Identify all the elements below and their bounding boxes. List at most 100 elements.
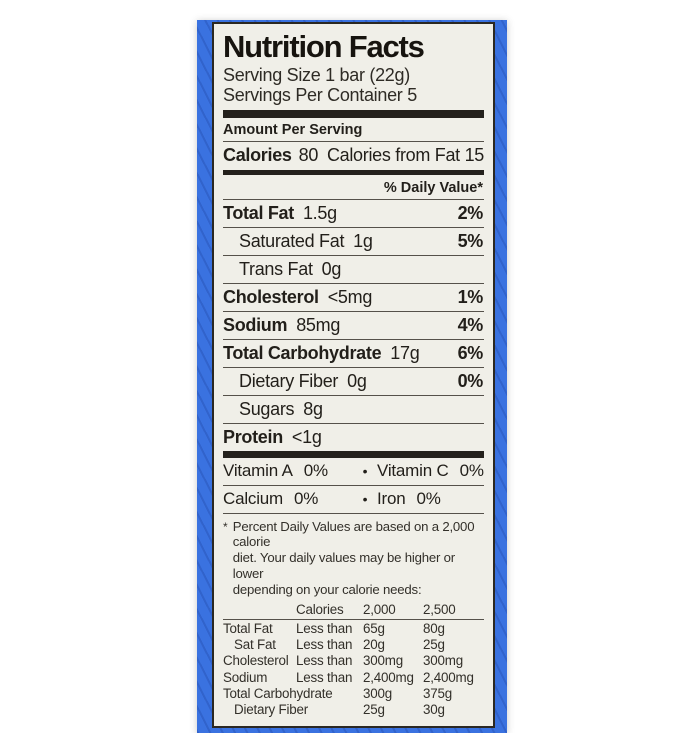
dv-row-name: Dietary Fiber — [234, 702, 309, 718]
dv-row-value-2000: 300g — [363, 686, 392, 702]
nutrient-amount: 1g — [353, 230, 373, 251]
nutrient-daily-value: 4% — [457, 314, 484, 335]
package-blue-edge: Nutrition Facts Serving Size 1 bar (22g)… — [197, 20, 507, 733]
dv-table-row-sodium: Sodium Less than 2,400mg 2,400mg — [223, 670, 484, 686]
dv-table-row-total-carbohydrate: Total Carbohydrate 300g 375g — [223, 686, 484, 702]
vitamin-value: 0% — [459, 460, 484, 480]
dv-row-value-2500: 25g — [423, 637, 445, 653]
nutrient-row-sodium: Sodium 85mg 4% — [223, 312, 484, 340]
calories-row: Calories 80 Calories from Fat 15 — [223, 142, 484, 170]
footnote-line: diet. Your daily values may be higher or… — [232, 550, 455, 581]
vitamin-left-pair: Vitamin A 0% — [223, 461, 353, 481]
dv-header-2000: 2,000 — [363, 601, 396, 617]
vitamin-name: Vitamin C — [377, 460, 449, 480]
nutrient-daily-value: 2% — [457, 202, 484, 223]
dv-table-header: Calories 2,000 2,500 — [223, 602, 484, 620]
dv-row-condition: Less than — [296, 620, 353, 636]
nutrient-name: Sugars — [239, 398, 295, 419]
nutrient-row-cholesterol: Cholesterol <5mg 1% — [223, 284, 484, 312]
dv-row-value-2000: 20g — [363, 637, 385, 653]
calories-label: Calories — [223, 144, 292, 165]
dv-row-name: Total Fat — [223, 620, 273, 636]
nutrient-amount: 0g — [321, 258, 342, 279]
bullet-separator: • — [362, 490, 368, 507]
vitamin-value: 0% — [294, 488, 319, 508]
nutrient-row-dietary-fiber: Dietary Fiber 0g 0% — [223, 368, 484, 396]
dv-row-condition: Less than — [296, 637, 353, 653]
footnote-line: depending on your calorie needs: — [232, 581, 422, 597]
vitamin-right-pair: Iron 0% — [377, 489, 441, 509]
nutrient-name: Dietary Fiber — [239, 370, 339, 391]
nutrient-amount: 8g — [303, 398, 323, 419]
nutrient-name: Trans Fat — [239, 258, 313, 279]
nutrient-amount: 85mg — [296, 314, 341, 335]
nutrient-row-protein: Protein <1g — [223, 424, 484, 451]
vitamin-right-pair: Vitamin C 0% — [377, 461, 484, 481]
label-title: Nutrition Facts — [223, 29, 425, 64]
nutrient-row-sugars: Sugars 8g — [223, 396, 484, 424]
dv-row-value-2500: 30g — [423, 702, 445, 718]
vitamin-left-pair: Calcium 0% — [223, 489, 353, 509]
dv-header-2500: 2,500 — [423, 601, 456, 617]
dv-row-value-2000: 65g — [363, 620, 385, 636]
nutrient-name: Protein — [223, 426, 283, 447]
dv-row-value-2000: 25g — [363, 702, 385, 718]
servings-per-container: Servings Per Container 5 — [223, 85, 417, 106]
dv-row-condition: Less than — [296, 653, 353, 669]
dv-row-value-2500: 2,400mg — [423, 669, 474, 685]
dv-header-calories: Calories — [296, 601, 344, 617]
serving-size: Serving Size 1 bar (22g) — [223, 65, 410, 86]
dv-table-row-total-fat: Total Fat Less than 65g 80g — [223, 621, 484, 637]
vitamin-row-a-c: Vitamin A 0% • Vitamin C 0% — [223, 458, 484, 486]
dv-row-value-2500: 375g — [423, 686, 452, 702]
dv-row-value-2500: 300mg — [423, 653, 463, 669]
footnote-asterisk: * — [223, 519, 228, 534]
vitamin-name: Calcium — [223, 488, 284, 508]
dv-row-value-2000: 2,400mg — [363, 669, 414, 685]
daily-values-reference-table: Calories 2,000 2,500 Total Fat Less than… — [223, 602, 484, 719]
nutrient-daily-value: 6% — [457, 342, 484, 363]
dv-row-value-2500: 80g — [423, 620, 445, 636]
vitamin-name: Iron — [377, 488, 406, 508]
nutrient-row-trans-fat: Trans Fat 0g — [223, 256, 484, 284]
dv-row-name: Cholesterol — [223, 653, 289, 669]
nutrient-daily-value: 1% — [457, 286, 484, 307]
nutrient-name: Total Carbohydrate — [223, 342, 382, 363]
nutrient-amount: <1g — [291, 426, 322, 447]
nutrient-amount: <5mg — [327, 286, 373, 307]
nutrition-facts-label: Nutrition Facts Serving Size 1 bar (22g)… — [212, 22, 495, 728]
dv-row-name: Sat Fat — [234, 637, 276, 653]
nutrient-row-saturated-fat: Saturated Fat 1g 5% — [223, 228, 484, 256]
vitamin-row-calcium-iron: Calcium 0% • Iron 0% — [223, 486, 484, 514]
nutrient-name: Sodium — [223, 314, 288, 335]
vitamin-value: 0% — [416, 488, 441, 508]
nutrient-amount: 17g — [390, 342, 420, 363]
calories-value: 80 — [298, 144, 319, 165]
medium-rule — [223, 169, 484, 175]
calories-from-fat: Calories from Fat 15 — [326, 144, 484, 165]
vitamin-value: 0% — [303, 460, 328, 480]
nutrient-daily-value: 5% — [457, 230, 484, 251]
bullet-separator: • — [362, 462, 368, 479]
nutrient-row-total-carbohydrate: Total Carbohydrate 17g 6% — [223, 340, 484, 368]
nutrient-amount: 1.5g — [302, 202, 337, 223]
footnote: * Percent Daily Values are based on a 2,… — [223, 514, 484, 601]
daily-value-header: % Daily Value* — [223, 175, 484, 200]
nutrient-amount: 0g — [347, 370, 367, 391]
thick-rule-bottom — [223, 450, 484, 458]
thick-rule-top — [223, 109, 484, 118]
dv-row-condition: Less than — [296, 669, 353, 685]
dv-table-row-cholesterol: Cholesterol Less than 300mg 300mg — [223, 653, 484, 669]
nutrient-name: Total Fat — [223, 202, 294, 223]
calories-group: Calories 80 — [223, 145, 318, 166]
dv-table-row-sat-fat: Sat Fat Less than 20g 25g — [223, 637, 484, 653]
nutrient-name: Cholesterol — [223, 286, 319, 307]
nutrient-daily-value: 0% — [457, 370, 484, 391]
footnote-text: Percent Daily Values are based on a 2,00… — [233, 519, 484, 598]
vitamin-name: Vitamin A — [223, 460, 293, 480]
nutrient-row-total-fat: Total Fat 1.5g 2% — [223, 200, 484, 228]
dv-row-value-2000: 300mg — [363, 653, 403, 669]
nutrient-name: Saturated Fat — [239, 230, 345, 251]
dv-row-name: Sodium — [223, 669, 268, 685]
dv-table-row-dietary-fiber: Dietary Fiber 25g 30g — [223, 702, 484, 718]
